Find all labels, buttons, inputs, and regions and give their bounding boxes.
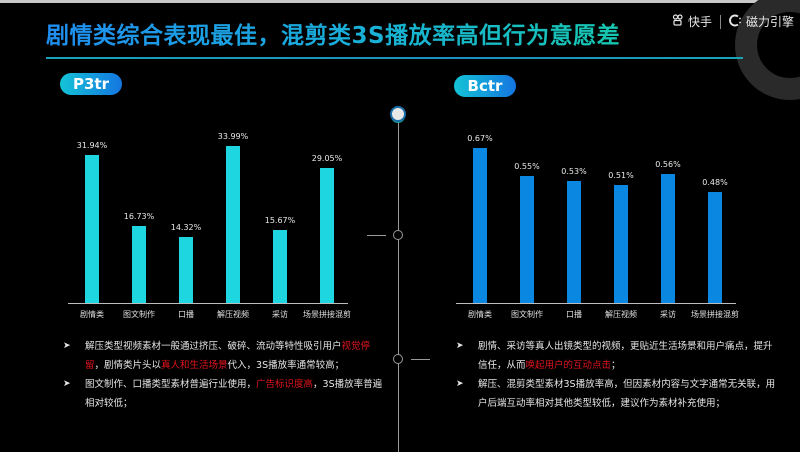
bar-value-label: 16.73%: [123, 211, 155, 221]
timeline-top-node-icon: [390, 106, 406, 122]
note-text: 代入，3S播放率通常较高；: [227, 360, 345, 371]
left-notes-list: ➤ 解压类型视频素材一般通过挤压、破碎、流动等特性吸引用户视觉停留，剧情类片头以真…: [63, 337, 388, 413]
chart-bar: [273, 230, 287, 303]
note-text: 解压类型视频素材一般通过挤压、破碎、流动等特性吸引用户: [85, 341, 342, 352]
chart-right-baseline: [456, 303, 736, 304]
title-divider: [46, 57, 743, 59]
brand-cili: 磁力引擎: [746, 15, 795, 29]
x-axis-category-label: 剧情类: [468, 310, 492, 319]
timeline-tick-left: [367, 235, 386, 236]
note-text: ，3S播放率普遍相对较低；: [85, 379, 383, 409]
bar-value-label: 0.53%: [561, 166, 587, 176]
highlight-text: 唤起用户的互动点击: [525, 360, 612, 371]
chart-right-title-pill: Bctr: [454, 75, 516, 97]
top-border: [0, 0, 800, 3]
page-title: 剧情类综合表现最佳，混剪类3S播放率高但行为意愿差: [46, 16, 620, 50]
chart-bar: [520, 175, 534, 303]
bar-value-label: 31.94%: [76, 141, 108, 151]
bar-value-label: 29.05%: [311, 154, 343, 164]
right-notes-list: ➤ 剧情、采访等真人出镜类型的视频，更贴近生活场景和用户痛点，提升信任，从而唤起用…: [456, 337, 781, 413]
chart-bar: [567, 180, 581, 303]
x-axis-category-label: 图文制作: [511, 310, 543, 319]
chart-bar: [661, 173, 675, 303]
note-text: 解压、混剪类型素材3S播放率高，但因素材内容与文字通常无关联，用户后端互动率相对…: [478, 379, 776, 409]
timeline-tick-right: [411, 359, 430, 360]
chart-bar: [320, 168, 334, 303]
kuaishou-logo-icon: [672, 14, 684, 29]
timeline-line: [398, 120, 399, 452]
arrow-bullet-icon: ➤: [456, 341, 464, 351]
chart-bar: [132, 225, 146, 303]
chart-bar: [179, 236, 193, 303]
chart-left-title-pill: P3tr: [60, 73, 122, 95]
bar-value-label: 0.48%: [702, 178, 728, 188]
chart-bar: [473, 148, 487, 303]
note-bullet-item: ➤ 图文制作、口播类型素材普遍行业使用，广告标识度高，3S播放率普遍相对较低；: [63, 375, 388, 413]
note-bullet-item: ➤ 剧情、采访等真人出镜类型的视频，更贴近生活场景和用户痛点，提升信任，从而唤起用…: [456, 337, 781, 375]
x-axis-category-label: 场景拼接混剪: [691, 310, 739, 319]
timeline-node-icon: [393, 354, 403, 364]
bar-value-label: 33.99%: [217, 131, 249, 141]
note-text: 剧情、采访等真人出镜类型的视频，更贴近生活场景和用户痛点，提升信任，从而: [478, 341, 773, 371]
x-axis-category-label: 口播: [566, 310, 582, 319]
timeline-node-icon: [393, 230, 403, 240]
arrow-bullet-icon: ➤: [63, 379, 71, 389]
x-axis-category-label: 解压视频: [605, 310, 637, 319]
chart-bar: [614, 185, 628, 303]
chart-bar: [85, 155, 99, 303]
bar-value-label: 15.67%: [264, 216, 296, 226]
x-axis-category-label: 场景拼接混剪: [303, 310, 351, 319]
highlight-text: 广告标识度高: [256, 379, 314, 390]
bar-value-label: 0.55%: [514, 161, 540, 171]
note-text: ；: [611, 360, 621, 371]
bar-value-label: 14.32%: [170, 222, 202, 232]
highlight-text: 真人和生活场景: [161, 360, 228, 371]
arrow-bullet-icon: ➤: [63, 341, 71, 351]
note-text: ，剧情类片头以: [94, 360, 162, 371]
chart-bar: [226, 145, 240, 303]
x-axis-category-label: 解压视频: [217, 310, 249, 319]
brand-logos: 快手 磁力引擎: [672, 13, 794, 30]
cili-logo-icon: [729, 14, 742, 30]
note-bullet-item: ➤ 解压、混剪类型素材3S播放率高，但因素材内容与文字通常无关联，用户后端互动率相…: [456, 375, 781, 413]
brand-separator: [720, 14, 722, 29]
note-bullet-item: ➤ 解压类型视频素材一般通过挤压、破碎、流动等特性吸引用户视觉停留，剧情类片头以真…: [63, 337, 388, 375]
x-axis-category-label: 采访: [660, 310, 676, 319]
x-axis-category-label: 口播: [178, 310, 194, 319]
note-text: 图文制作、口播类型素材普遍行业使用，: [85, 379, 257, 390]
bar-value-label: 0.67%: [467, 134, 493, 144]
arrow-bullet-icon: ➤: [456, 379, 464, 389]
x-axis-category-label: 采访: [272, 310, 288, 319]
chart-bar: [708, 192, 722, 303]
highlight-text: 视觉停留: [85, 341, 371, 371]
x-axis-category-label: 图文制作: [123, 310, 155, 319]
bar-value-label: 0.56%: [655, 159, 681, 169]
bar-value-label: 0.51%: [608, 171, 634, 181]
chart-left-baseline: [68, 303, 348, 304]
brand-kuaishou: 快手: [688, 15, 713, 29]
x-axis-category-label: 剧情类: [80, 310, 104, 319]
